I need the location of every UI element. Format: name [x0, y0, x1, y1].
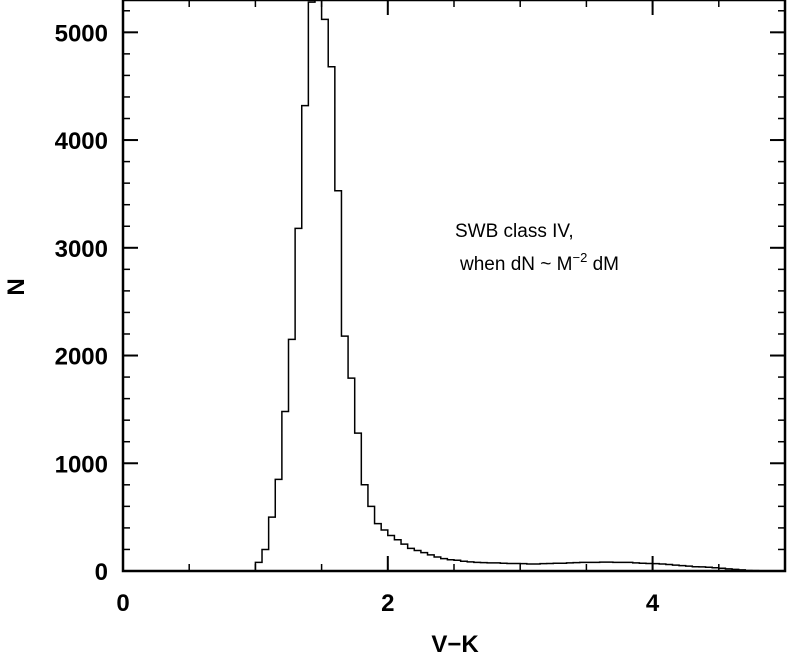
- y-tick-label: 4000: [55, 128, 108, 155]
- annotation-line-2-suffix: dM: [587, 254, 619, 275]
- x-tick-label: 0: [116, 590, 129, 617]
- tick-labels: 0 2 4 0 1000 2000 3000 4000 5000: [55, 20, 660, 617]
- y-tick-label: 0: [95, 559, 108, 586]
- x-axis-label: V−K: [431, 631, 479, 658]
- y-tick-label: 1000: [55, 451, 108, 478]
- x-tick-label: 4: [646, 590, 660, 617]
- annotation-exponent: −2: [572, 250, 587, 265]
- annotation-line-1: SWB class IV,: [455, 221, 574, 242]
- histogram-series: [248, 0, 785, 572]
- plot-frame: [121, 0, 787, 573]
- major-ticks: [122, 0, 785, 572]
- y-tick-label: 5000: [55, 20, 108, 47]
- annotation-line-2-prefix: when dN ~ M: [459, 254, 572, 275]
- annotation-line-2: when dN ~ M−2 dM: [459, 250, 619, 275]
- minor-ticks: [122, 0, 786, 572]
- x-tick-label: 2: [381, 590, 394, 617]
- y-tick-label: 2000: [55, 344, 108, 371]
- y-tick-label: 3000: [55, 236, 108, 263]
- y-axis-label: N: [3, 278, 30, 295]
